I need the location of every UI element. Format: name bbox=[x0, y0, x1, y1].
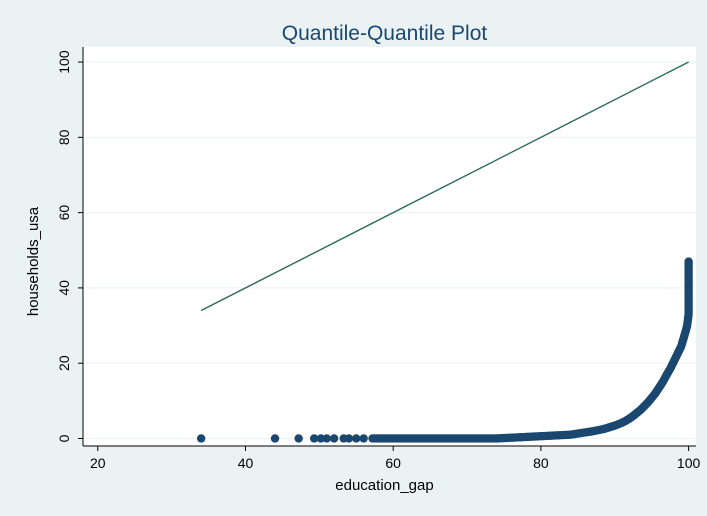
reference-line bbox=[200, 61, 689, 312]
data-point bbox=[294, 434, 303, 443]
data-point bbox=[196, 434, 206, 443]
data-point bbox=[316, 434, 326, 443]
y-tick-label: 80 bbox=[56, 129, 72, 145]
data-point bbox=[359, 434, 368, 443]
x-tick-label: 80 bbox=[533, 455, 549, 471]
data-points bbox=[196, 257, 693, 443]
y-axis-title: households_usa bbox=[25, 206, 42, 316]
y-tick-label: 0 bbox=[56, 434, 72, 442]
y-tick-label: 40 bbox=[56, 280, 72, 296]
axes: 0 20 40 60 80 100 20 40 60 80 100 bbox=[56, 47, 701, 471]
y-tick-label: 60 bbox=[56, 205, 72, 221]
data-point bbox=[322, 434, 331, 443]
data-point bbox=[684, 259, 693, 268]
x-tick-label: 100 bbox=[677, 455, 701, 471]
x-tick-label: 20 bbox=[90, 455, 106, 471]
data-point bbox=[270, 434, 280, 443]
data-point bbox=[329, 434, 339, 443]
x-tick-label: 60 bbox=[385, 455, 401, 471]
y-tick-label: 20 bbox=[56, 355, 72, 371]
x-tick-label: 40 bbox=[238, 455, 254, 471]
chart-title: Quantile-Quantile Plot bbox=[282, 22, 488, 45]
data-point bbox=[344, 434, 354, 443]
reference-line-layer bbox=[200, 61, 689, 312]
data-point bbox=[352, 434, 361, 443]
grid-lines bbox=[83, 61, 696, 439]
y-tick-label: 100 bbox=[56, 50, 72, 74]
x-axis-title: education_gap bbox=[335, 477, 433, 494]
plot-area bbox=[83, 47, 696, 446]
data-point bbox=[309, 434, 319, 443]
